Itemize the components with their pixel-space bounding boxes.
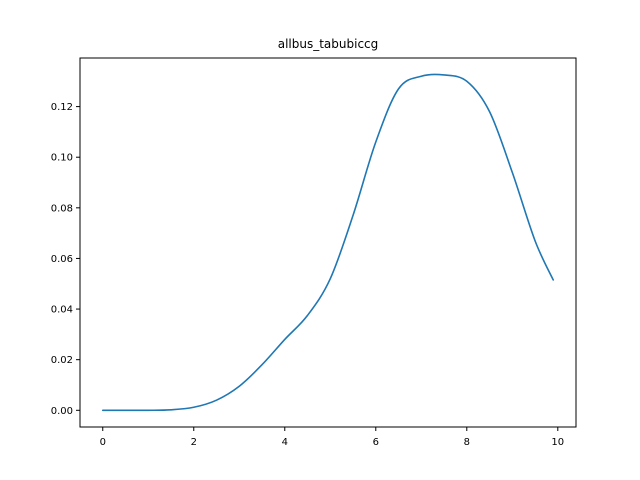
data-point — [193, 407, 194, 408]
data-point — [216, 400, 217, 401]
data-point — [261, 364, 262, 365]
data-point — [102, 410, 103, 411]
y-tick-label: 0.08 — [51, 203, 73, 214]
data-point — [330, 278, 331, 279]
x-tick-label: 6 — [373, 437, 379, 448]
y-tick-label: 0.04 — [51, 305, 73, 316]
data-point — [443, 74, 444, 75]
x-tick-label: 10 — [551, 437, 564, 448]
x-axis: 0 2 4 6 8 10 — [100, 427, 564, 448]
data-point — [125, 410, 126, 411]
y-tick-label: 0.10 — [51, 153, 73, 164]
data-point — [421, 76, 422, 77]
data-point — [512, 172, 513, 173]
y-tick-label: 0.00 — [51, 406, 73, 417]
data-point — [352, 215, 353, 216]
y-tick-label: 0.02 — [51, 355, 73, 366]
plot-area — [101, 73, 555, 412]
data-point — [239, 386, 240, 387]
data-point — [170, 409, 171, 410]
data-point — [466, 81, 467, 82]
data-point — [375, 141, 376, 142]
y-tick-label: 0.12 — [51, 102, 73, 113]
y-tick-label: 0.06 — [51, 254, 73, 265]
x-tick-label: 4 — [282, 437, 288, 448]
x-tick-label: 8 — [464, 437, 470, 448]
chart-title: allbus_tabubiccg — [278, 37, 379, 51]
data-point — [284, 339, 285, 340]
series-line — [101, 73, 555, 412]
x-tick-label: 2 — [191, 437, 197, 448]
data-point — [553, 279, 554, 280]
data-point — [398, 88, 399, 89]
data-point — [307, 315, 308, 316]
data-point — [489, 111, 490, 112]
axes-frame — [79, 57, 577, 428]
x-tick-label: 0 — [100, 437, 106, 448]
y-axis: 0.00 0.02 0.04 0.06 0.08 0.10 0.12 — [51, 102, 80, 417]
data-point — [534, 240, 535, 241]
data-point — [148, 410, 149, 411]
